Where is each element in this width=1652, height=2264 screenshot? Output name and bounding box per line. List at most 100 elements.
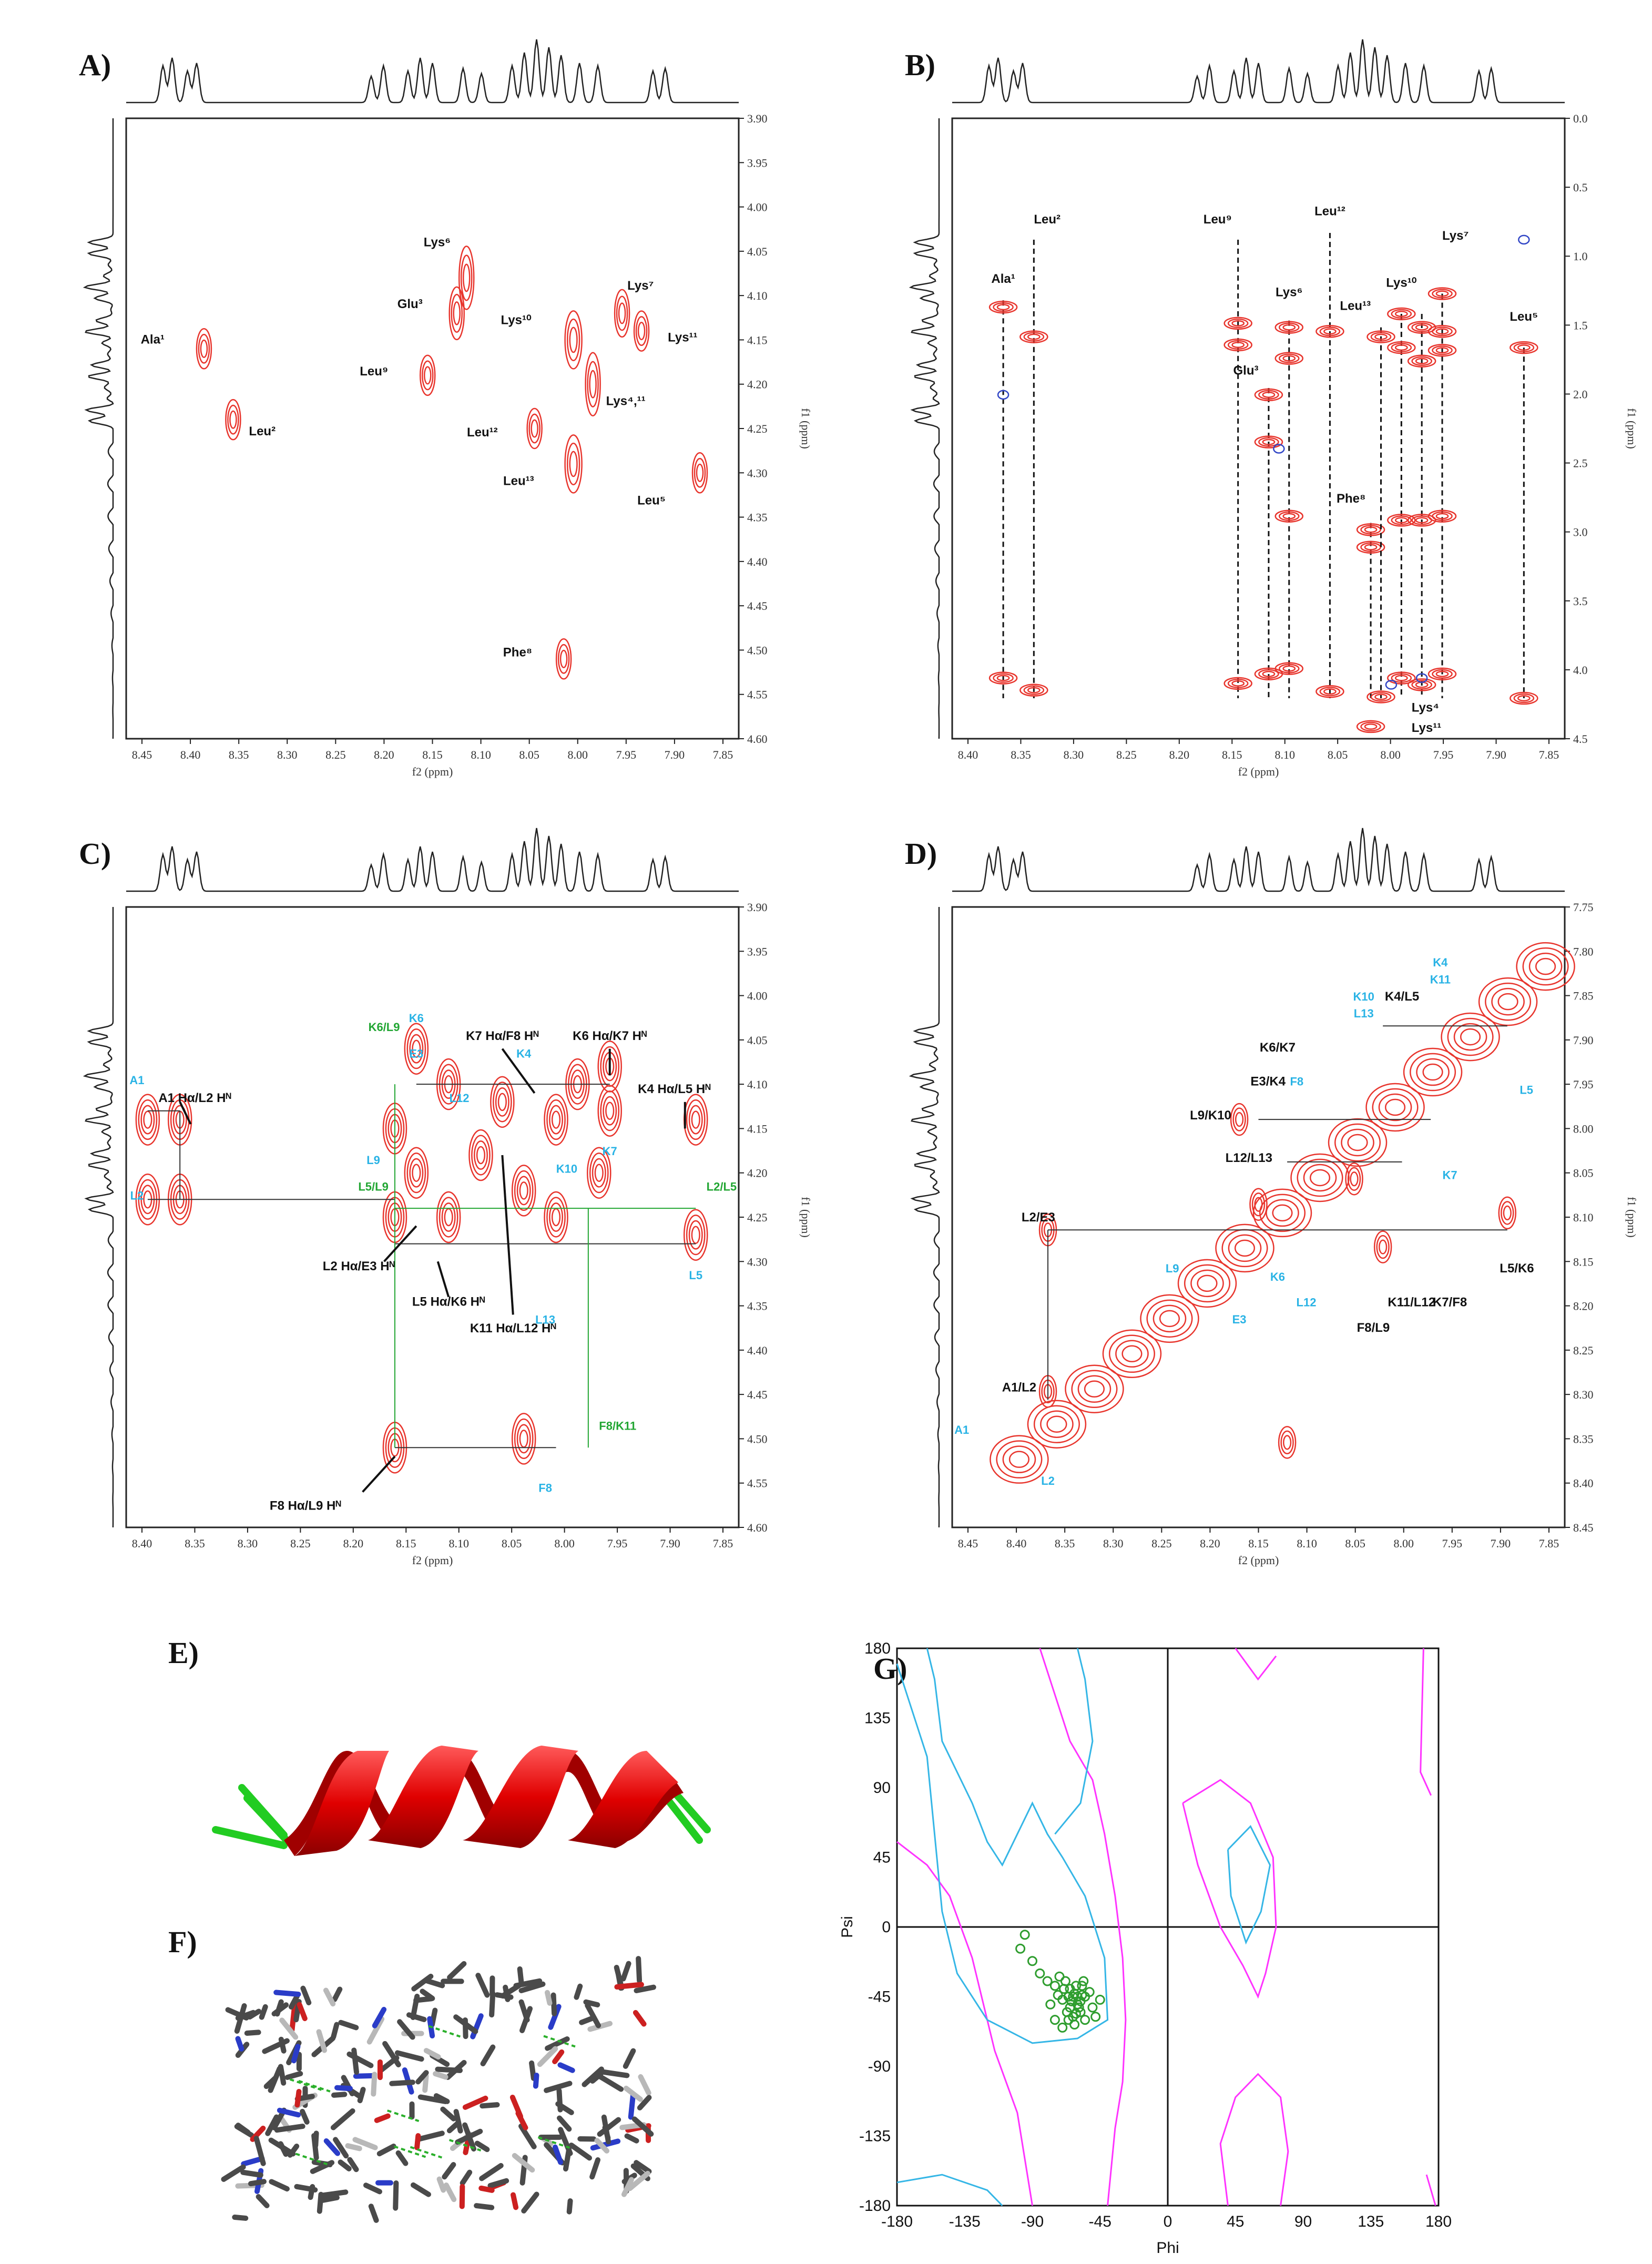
panel-b-f2-projection xyxy=(952,39,1565,104)
diagonal-contour xyxy=(1234,1239,1256,1257)
panel-b-xaxis-title: f2 (ppm) xyxy=(1238,765,1279,778)
panel-b-ytick-label: 2.0 xyxy=(1573,387,1588,401)
psi-tick-label: -90 xyxy=(868,2058,891,2075)
panel-d-xtick-label: 8.30 xyxy=(1103,1537,1124,1550)
residue-point xyxy=(1063,2015,1074,2025)
panel-c-ytick-label: 4.15 xyxy=(747,1122,768,1135)
panel-c-ytick-label: 4.00 xyxy=(747,990,768,1003)
residue-label: Lys⁷ xyxy=(1442,229,1469,243)
allowed-contour xyxy=(1219,2073,1289,2206)
noe-contour xyxy=(603,1096,617,1126)
residue-point xyxy=(1075,2007,1086,2017)
bond-stick xyxy=(277,2107,301,2118)
bond-stick xyxy=(462,2095,488,2110)
cross-peak-contour xyxy=(1350,1171,1359,1187)
bond-stick xyxy=(278,2036,287,2054)
panel-a-yaxis-title: f1 (ppm) xyxy=(799,408,812,449)
bond-stick xyxy=(475,1973,490,1998)
diagonal-contour xyxy=(1453,1023,1487,1051)
noe-contour xyxy=(683,1209,708,1261)
panel-c-ytick-label: 4.35 xyxy=(747,1300,768,1313)
bond-stick xyxy=(574,1983,583,2000)
residue-point xyxy=(1035,1968,1045,1979)
allowed-contour xyxy=(1182,1779,1277,1999)
diagonal-contour xyxy=(1065,1364,1124,1414)
favoured-contour xyxy=(896,1648,1109,2044)
peak-contour xyxy=(996,675,1010,681)
bond-stick xyxy=(480,2044,496,2067)
hbond-dash xyxy=(387,2109,420,2123)
bond-stick xyxy=(310,2160,335,2174)
peak-contour xyxy=(1364,544,1378,550)
cross-peak-contour xyxy=(1373,1230,1392,1263)
peak-contour xyxy=(1391,673,1412,683)
panel-b-xtick-label: 8.10 xyxy=(1274,748,1295,761)
panel-b-ytick-label: 3.0 xyxy=(1573,526,1588,539)
residue-point xyxy=(1070,1981,1081,1991)
bond-stick xyxy=(415,2070,429,2085)
bond-stick xyxy=(347,2157,359,2173)
panel-a-ytick-label: 4.55 xyxy=(747,688,768,701)
n-terminus-green xyxy=(212,1784,290,1849)
panel-d-ytick-label: 7.80 xyxy=(1573,945,1594,958)
diagonal-contour xyxy=(1347,1134,1368,1151)
noe-contour xyxy=(519,1430,528,1448)
diagonal-contour xyxy=(1522,947,1569,986)
panel-d-xaxis-title: f2 (ppm) xyxy=(1238,1554,1279,1567)
panel-b-xtick-label: 8.40 xyxy=(958,748,978,761)
bond-stick xyxy=(623,2085,643,2102)
diagonal-contour xyxy=(1077,1375,1111,1403)
panel-a-ytick-label: 4.15 xyxy=(747,333,768,346)
hbond-dash xyxy=(448,2139,482,2151)
diagonal-contour xyxy=(1478,977,1538,1026)
bond-stick xyxy=(414,2133,421,2150)
peak-contour xyxy=(1316,325,1344,338)
psi-tick-label: -135 xyxy=(859,2128,891,2145)
psi-tick-label: 45 xyxy=(873,1849,891,1867)
bond-stick xyxy=(320,2195,340,2203)
bond-stick xyxy=(332,1986,343,2002)
bond-stick xyxy=(420,1988,435,2001)
peak-contour xyxy=(424,366,432,385)
residue-label-cyan: K11 xyxy=(1430,973,1451,986)
noe-contour xyxy=(683,1094,708,1146)
panel-c-xtick-label: 7.95 xyxy=(607,1537,628,1550)
diagonal-contour xyxy=(1309,1169,1331,1187)
diagonal-contour xyxy=(1033,1405,1080,1443)
bond-stick xyxy=(453,2014,478,2034)
panel-d-xtick-label: 8.40 xyxy=(1006,1537,1027,1550)
green-noe-label: L2/L5 xyxy=(707,1180,737,1193)
bond-stick xyxy=(474,2203,495,2210)
peak-contour xyxy=(1387,341,1416,354)
diagonal-contour xyxy=(1535,957,1556,975)
panel-c-ytick-label: 4.25 xyxy=(747,1211,768,1224)
peak-contour xyxy=(225,399,241,441)
bond-stick xyxy=(597,2074,624,2092)
peak-contour xyxy=(557,644,570,674)
bond-stick xyxy=(589,2071,604,2084)
bond-stick xyxy=(259,2004,268,2020)
residue-label-cyan: K7 xyxy=(1443,1168,1457,1181)
peak-contour xyxy=(448,286,465,341)
panel-a-ytick-label: 4.45 xyxy=(747,599,768,613)
panel-d-ytick-label: 8.40 xyxy=(1573,1477,1594,1490)
peak-contour xyxy=(453,301,461,325)
residue-label: Leu⁹ xyxy=(1204,212,1232,227)
hbond-dash xyxy=(393,2145,426,2158)
bond-stick xyxy=(366,2016,385,2045)
peak-contour xyxy=(564,434,583,494)
diagonal-contour xyxy=(1410,1053,1456,1092)
bond-stick xyxy=(548,2004,562,2030)
bond-stick xyxy=(395,2150,409,2166)
bond-stick xyxy=(291,2044,301,2064)
residue-label-cyan: A1 xyxy=(954,1423,969,1436)
residue-label-cyan: K6 xyxy=(1270,1270,1285,1283)
residue-label-cyan: L9 xyxy=(1166,1262,1179,1275)
noe-contour xyxy=(476,1146,486,1165)
cross-peak-contour xyxy=(1376,1235,1390,1259)
peak-contour xyxy=(1435,290,1449,297)
hbond-dash xyxy=(298,2079,331,2093)
diagonal-contour xyxy=(1485,982,1532,1021)
peak-contour xyxy=(1254,388,1283,402)
peak-contour xyxy=(585,352,601,416)
